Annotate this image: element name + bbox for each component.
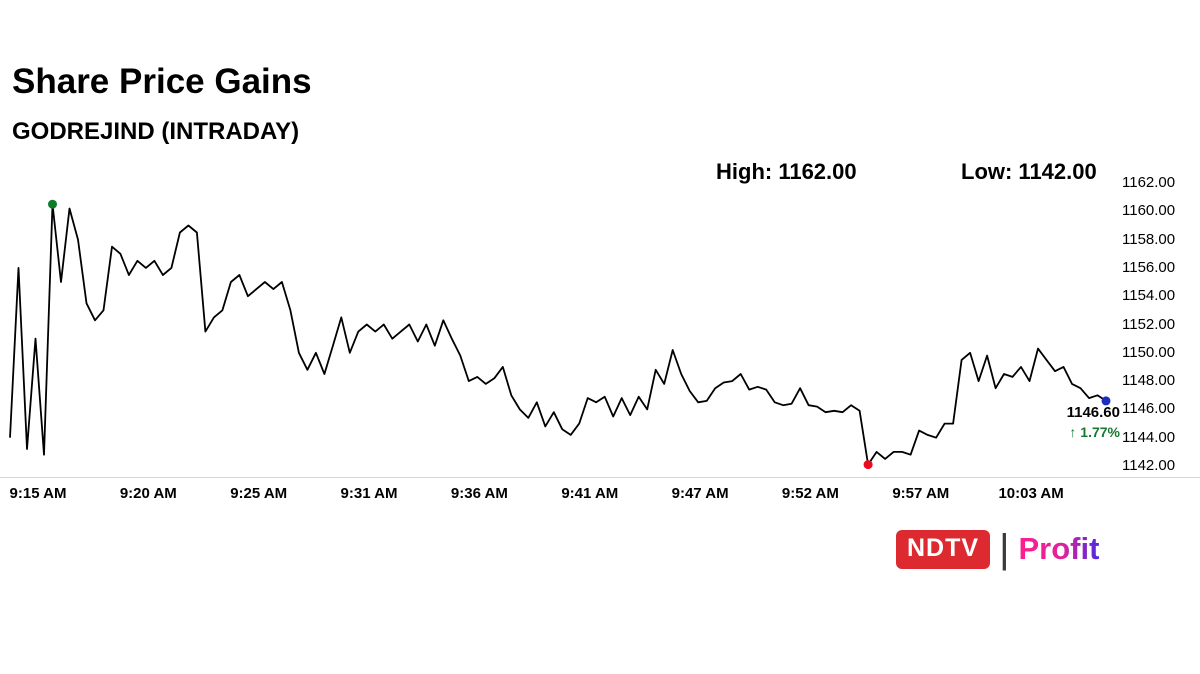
profit-logo: Profit — [1018, 531, 1100, 566]
chart-subtitle: GODREJIND (INTRADAY) — [12, 118, 300, 145]
x-axis-tick-labels: 9:15 AM 9:20 AM 9:25 AM 9:31 AM 9:36 AM 9:41 … — [8, 485, 1118, 507]
low-marker-dot — [863, 460, 873, 470]
y-tick-label: 1158.00 — [1122, 230, 1176, 248]
x-tick-label: 9:31 AM — [340, 485, 398, 502]
last-price-dot — [1101, 396, 1111, 406]
ndtv-logo: NDTV — [896, 529, 991, 569]
last-price-value: 1146.60 — [1066, 404, 1120, 421]
y-tick-label: 1142.00 — [1122, 457, 1176, 474]
change-percent: ↑ 1.77% — [1036, 424, 1120, 440]
x-tick-label: 9:20 AM — [119, 485, 177, 502]
price-line-chart — [9, 199, 1111, 470]
x-axis-line — [0, 477, 1200, 478]
y-tick-label: 1154.00 — [1122, 287, 1176, 305]
low-value-label: Low: 1142.00 — [961, 159, 1097, 184]
y-tick-label: 1162.00 — [1122, 174, 1176, 191]
high-marker-dot — [48, 199, 57, 209]
x-tick-label: 9:15 AM — [9, 485, 67, 502]
y-tick-label: 1144.00 — [1122, 428, 1176, 446]
ndtv-profit-logo: NDTV | Profit — [896, 529, 1099, 569]
page-title: Share Price Gains — [12, 62, 312, 101]
y-tick-label: 1148.00 — [1122, 372, 1176, 390]
up-arrow-icon: ↑ — [1069, 424, 1077, 440]
y-axis-tick-labels: 1162.00 1160.00 1158.00 1156.00 1154.00 1152.… — [1122, 174, 1197, 483]
y-tick-label: 1150.00 — [1122, 343, 1176, 361]
logo-separator-bar: | — [999, 527, 1010, 571]
x-tick-label: 9:47 AM — [671, 485, 729, 502]
x-tick-label: 9:41 AM — [561, 485, 619, 502]
x-tick-label: 10:03 AM — [998, 485, 1064, 502]
x-tick-label: 9:57 AM — [892, 485, 950, 502]
change-percent-value: 1.77% — [1080, 424, 1120, 440]
x-tick-label: 9:25 AM — [230, 485, 288, 502]
last-price-annotation: 1146.60 ↑ 1.77% — [1036, 404, 1120, 440]
y-tick-label: 1146.00 — [1122, 400, 1176, 418]
y-tick-label: 1160.00 — [1122, 202, 1176, 220]
x-tick-label: 9:52 AM — [781, 485, 839, 502]
y-tick-label: 1156.00 — [1122, 258, 1176, 276]
high-value-label: High: 1162.00 — [716, 159, 857, 184]
x-tick-label: 9:36 AM — [450, 485, 508, 502]
y-tick-label: 1152.00 — [1122, 315, 1176, 333]
price-line — [9, 203, 1107, 466]
